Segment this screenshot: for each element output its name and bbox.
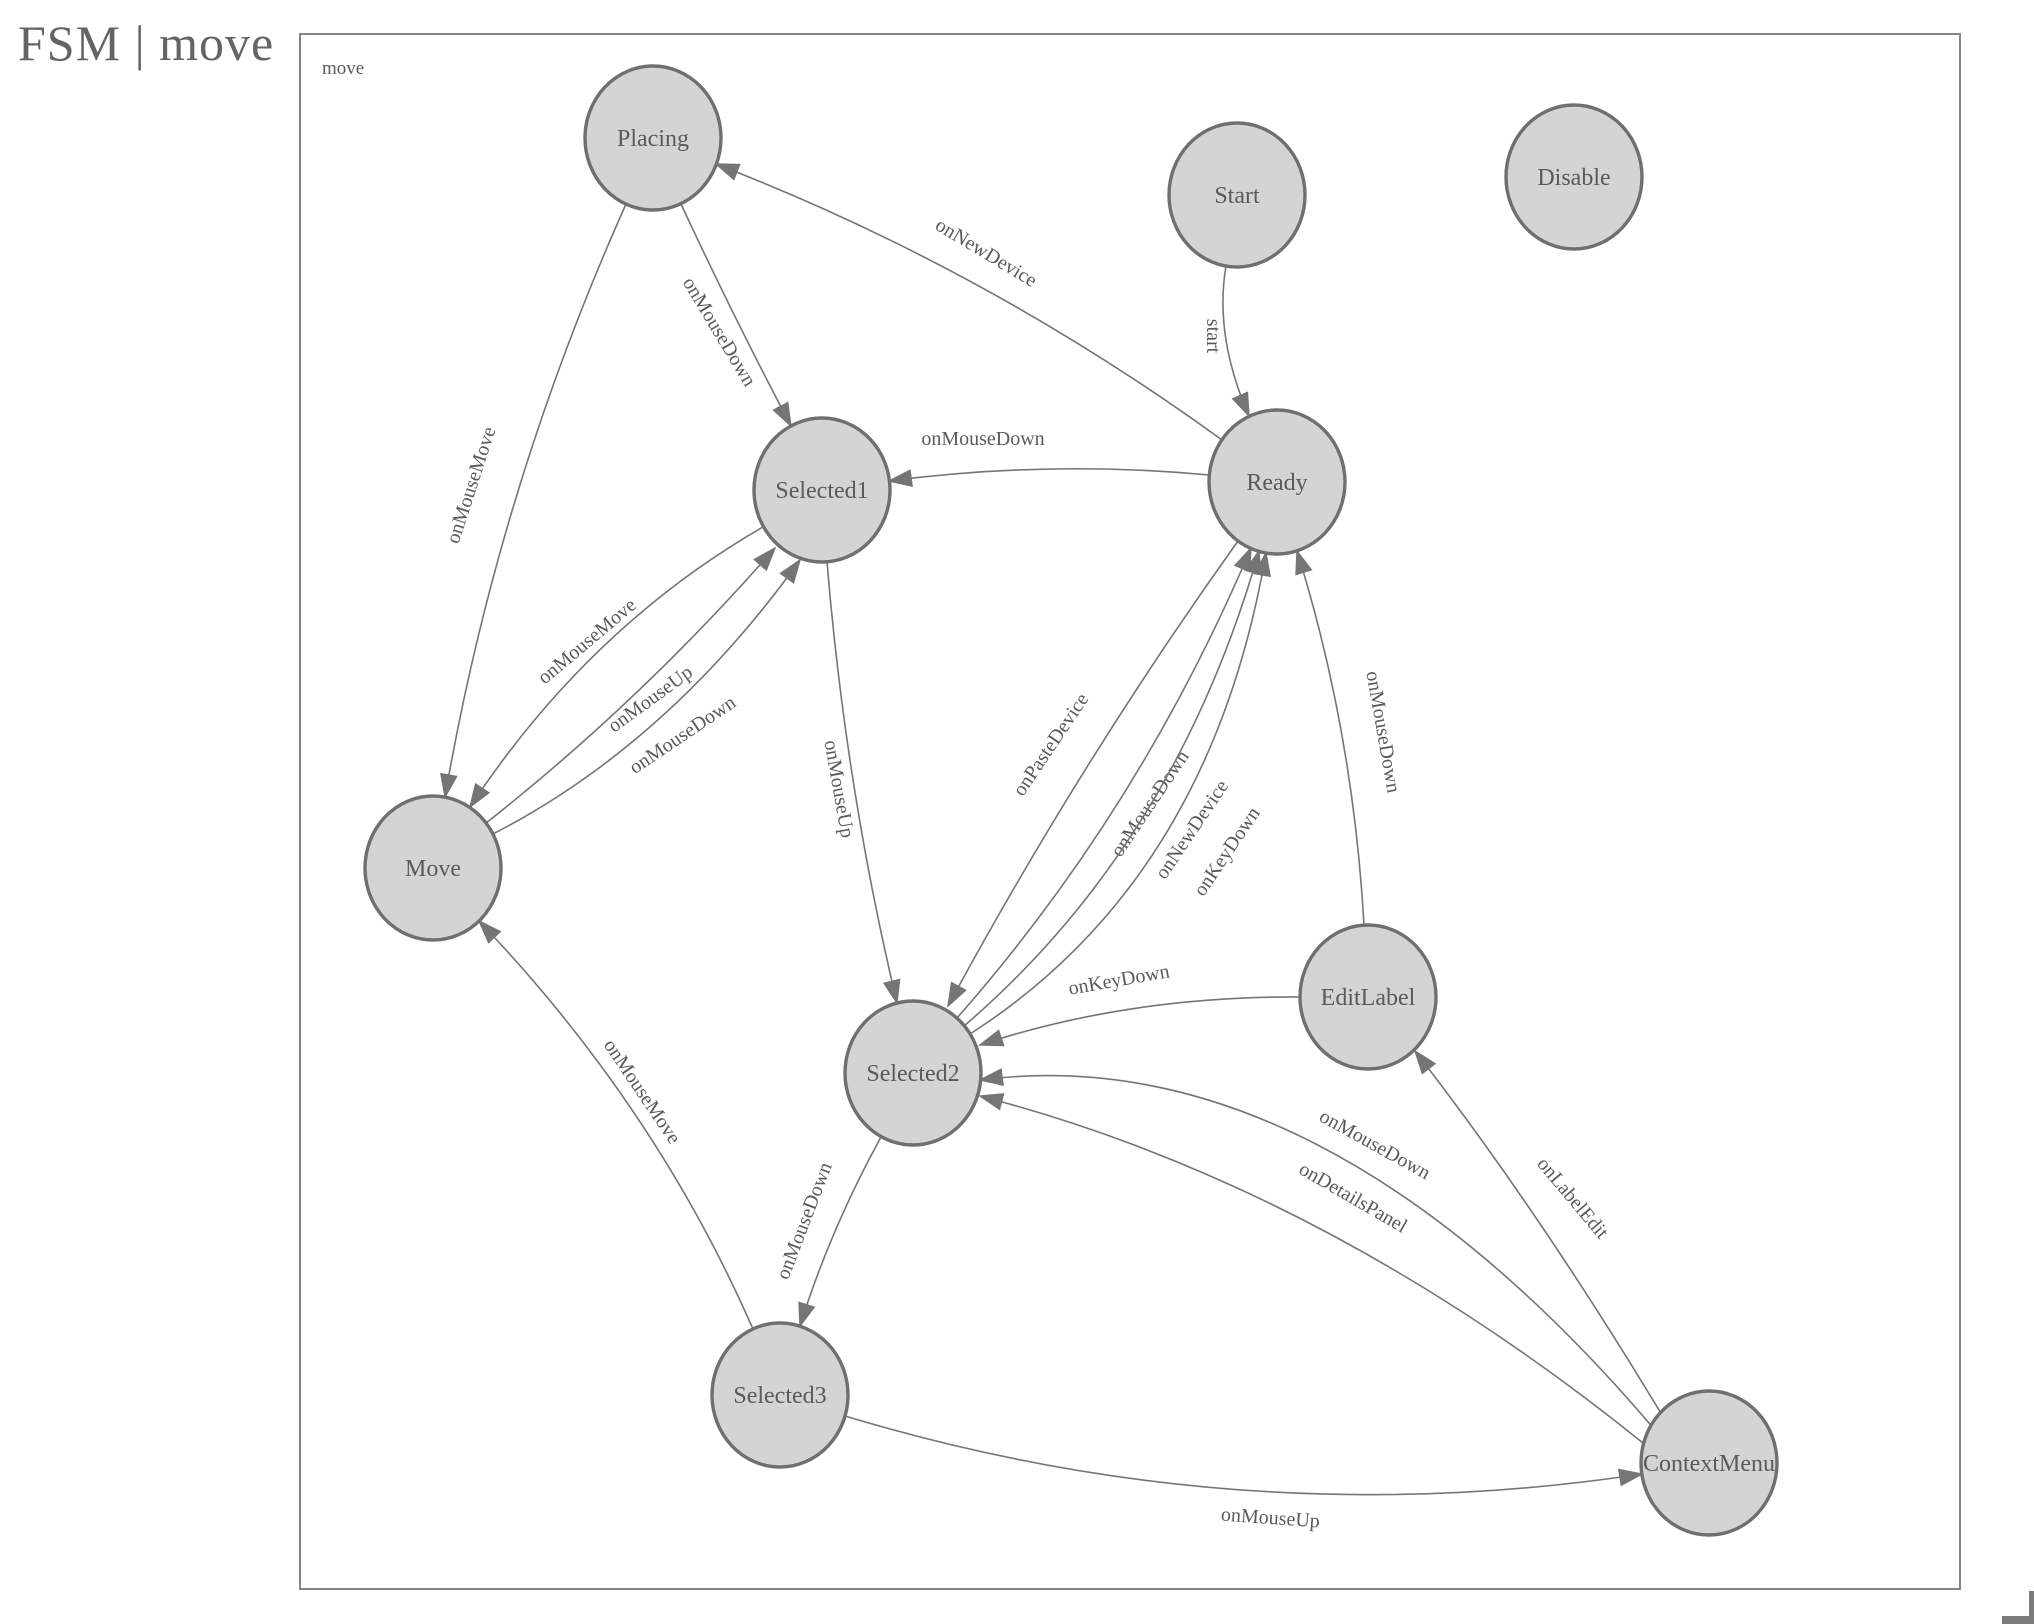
state-ellipse-selected2: [843, 999, 983, 1147]
state-label-selected2: Selected2: [866, 1061, 959, 1087]
edge-label-start-ready: start: [1202, 319, 1224, 354]
state-node-ready: Ready: [1207, 408, 1347, 556]
state-node-selected2: Selected2: [843, 999, 983, 1147]
state-node-selected3: Selected3: [710, 1321, 850, 1469]
edge-start-ready: [1222, 265, 1250, 418]
edge-editlabel-selected2: [978, 996, 1301, 1047]
edge-contextmenu-editlabel: [1413, 1049, 1666, 1421]
cluster-label: move: [322, 58, 365, 79]
edge-ready-selected1: [887, 467, 1210, 487]
state-ellipse-start: [1167, 121, 1307, 269]
edge-selected2-selected3: [798, 1136, 882, 1328]
state-ellipse-disable: [1504, 103, 1644, 251]
state-ellipse-placing: [583, 64, 723, 212]
edge-selected3-contextmenu: [844, 1415, 1644, 1496]
state-ellipse-selected1: [752, 416, 892, 564]
edge-selected3-move: [477, 919, 754, 1330]
state-label-disable: Disable: [1537, 165, 1610, 191]
state-node-placing: Placing: [583, 64, 723, 212]
edge-move-selected1: [485, 546, 777, 824]
edge-placing-selected1: [680, 203, 792, 428]
edge-label-selected1-selected2: onMouseUp: [819, 738, 858, 839]
state-label-editlabel: EditLabel: [1321, 985, 1416, 1011]
state-node-start: Start: [1167, 121, 1307, 269]
edge-label-contextmenu-selected2: onDetailsPanel: [1295, 1158, 1411, 1238]
edge-contextmenu-selected2: [978, 1093, 1644, 1444]
diagram-bounding-box: [299, 33, 1961, 1590]
edge-label-selected3-move: onMouseMove: [599, 1035, 685, 1148]
state-label-selected1: Selected1: [775, 478, 868, 504]
edge-label-ready-placing: onNewDevice: [931, 214, 1040, 292]
page-title: FSM | move: [18, 15, 275, 71]
edge-ready-selected2: [947, 540, 1239, 1008]
state-ellipse-selected3: [710, 1321, 850, 1469]
edge-selected2-ready: [963, 549, 1262, 1027]
edge-ready-placing: [714, 163, 1223, 441]
state-ellipse-ready: [1207, 408, 1347, 556]
state-ellipse-editlabel: [1298, 923, 1438, 1071]
edge-label-selected2-selected3: onMouseDown: [772, 1159, 837, 1282]
edge-label-selected1-move: onMouseMove: [534, 594, 641, 689]
state-label-selected3: Selected3: [733, 1383, 826, 1409]
edge-selected2-ready: [969, 551, 1271, 1035]
edge-label-editlabel-selected2: onKeyDown: [1067, 960, 1171, 999]
state-label-contextmenu: ContextMenu: [1643, 1451, 1775, 1477]
state-ellipse-contextmenu: [1639, 1389, 1779, 1537]
edge-label-selected3-contextmenu: onMouseUp: [1220, 1504, 1320, 1533]
state-node-move: Move: [363, 794, 503, 942]
state-node-selected1: Selected1: [752, 416, 892, 564]
state-ellipse-move: [363, 794, 503, 942]
vertical-scrollbar-fragment[interactable]: [2029, 1591, 2034, 1624]
edge-label-placing-move: onMouseMove: [442, 424, 500, 546]
edge-label-editlabel-ready: onMouseDown: [1361, 669, 1404, 794]
nodes-layer: Placing Start Disable Selected1 Ready Move Sel…: [363, 64, 1779, 1537]
edge-editlabel-ready: [1295, 549, 1365, 926]
edges-layer: startonNewDeviceonMouseDownonMouseDownon…: [440, 163, 1666, 1533]
horizontal-scrollbar-fragment[interactable]: [2002, 1616, 2034, 1624]
edge-label-placing-selected1: onMouseDown: [678, 273, 760, 390]
edge-selected1-move: [468, 526, 764, 809]
edge-label-contextmenu-selected2: onMouseDown: [1316, 1105, 1435, 1184]
edge-label-ready-selected1: onMouseDown: [921, 428, 1044, 450]
edge-selected1-selected2: [826, 561, 901, 1005]
state-node-contextmenu: ContextMenu: [1639, 1389, 1779, 1537]
edge-selected2-ready: [956, 546, 1252, 1019]
state-node-editlabel: EditLabel: [1298, 923, 1438, 1071]
edge-move-selected1: [492, 558, 802, 835]
state-label-start: Start: [1214, 183, 1260, 209]
state-label-move: Move: [405, 856, 461, 882]
edge-contextmenu-selected2: [978, 1068, 1656, 1431]
edge-placing-move: [440, 203, 627, 799]
state-label-ready: Ready: [1246, 470, 1307, 496]
state-label-placing: Placing: [617, 126, 689, 152]
edge-label-ready-selected2: onPasteDevice: [1009, 689, 1094, 800]
state-node-disable: Disable: [1504, 103, 1644, 251]
